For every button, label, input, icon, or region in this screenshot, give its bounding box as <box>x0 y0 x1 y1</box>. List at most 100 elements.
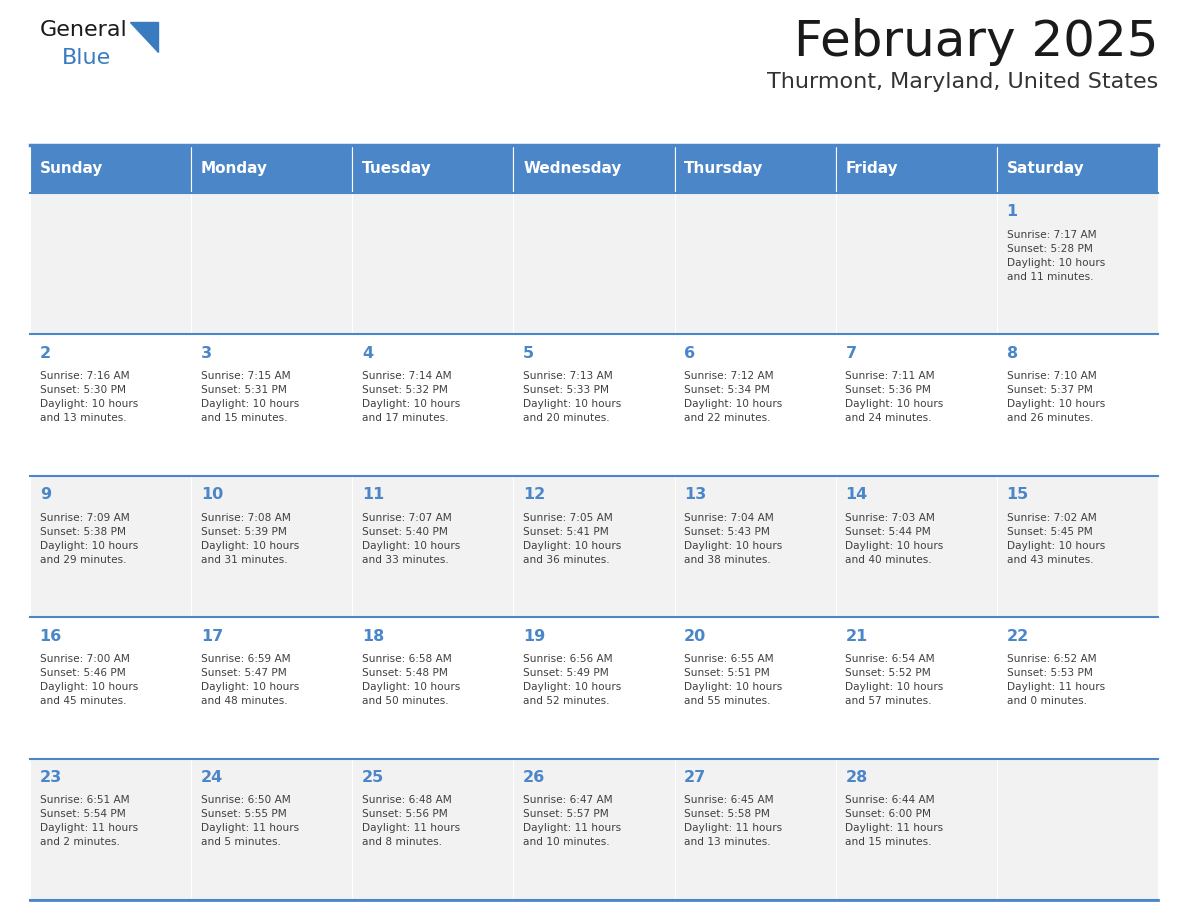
Text: Sunrise: 6:50 AM
Sunset: 5:55 PM
Daylight: 11 hours
and 5 minutes.: Sunrise: 6:50 AM Sunset: 5:55 PM Dayligh… <box>201 795 299 847</box>
Bar <box>675 145 835 193</box>
Bar <box>675 193 835 334</box>
Text: 28: 28 <box>846 770 867 785</box>
Text: 4: 4 <box>362 346 373 361</box>
Text: Sunrise: 6:54 AM
Sunset: 5:52 PM
Daylight: 10 hours
and 57 minutes.: Sunrise: 6:54 AM Sunset: 5:52 PM Dayligh… <box>846 654 943 706</box>
Text: Monday: Monday <box>201 162 267 176</box>
Text: Sunrise: 6:45 AM
Sunset: 5:58 PM
Daylight: 11 hours
and 13 minutes.: Sunrise: 6:45 AM Sunset: 5:58 PM Dayligh… <box>684 795 783 847</box>
Text: 8: 8 <box>1006 346 1018 361</box>
Text: 11: 11 <box>362 487 384 502</box>
Bar <box>675 334 835 476</box>
Text: Sunrise: 7:11 AM
Sunset: 5:36 PM
Daylight: 10 hours
and 24 minutes.: Sunrise: 7:11 AM Sunset: 5:36 PM Dayligh… <box>846 371 943 423</box>
Text: Sunrise: 7:14 AM
Sunset: 5:32 PM
Daylight: 10 hours
and 17 minutes.: Sunrise: 7:14 AM Sunset: 5:32 PM Dayligh… <box>362 371 460 423</box>
Text: Thurmont, Maryland, United States: Thurmont, Maryland, United States <box>766 72 1158 92</box>
Text: Thursday: Thursday <box>684 162 764 176</box>
Bar <box>353 193 513 334</box>
Text: Wednesday: Wednesday <box>523 162 621 176</box>
Polygon shape <box>129 22 158 52</box>
Text: Sunrise: 7:10 AM
Sunset: 5:37 PM
Daylight: 10 hours
and 26 minutes.: Sunrise: 7:10 AM Sunset: 5:37 PM Dayligh… <box>1006 371 1105 423</box>
Text: 12: 12 <box>523 487 545 502</box>
Text: Sunrise: 6:51 AM
Sunset: 5:54 PM
Daylight: 11 hours
and 2 minutes.: Sunrise: 6:51 AM Sunset: 5:54 PM Dayligh… <box>39 795 138 847</box>
Text: 16: 16 <box>39 629 62 644</box>
Bar <box>353 145 513 193</box>
Bar <box>997 476 1158 617</box>
Text: Sunrise: 6:59 AM
Sunset: 5:47 PM
Daylight: 10 hours
and 48 minutes.: Sunrise: 6:59 AM Sunset: 5:47 PM Dayligh… <box>201 654 299 706</box>
Bar <box>513 758 675 900</box>
Bar <box>30 617 191 758</box>
Text: 7: 7 <box>846 346 857 361</box>
Text: 19: 19 <box>523 629 545 644</box>
Text: Sunrise: 7:05 AM
Sunset: 5:41 PM
Daylight: 10 hours
and 36 minutes.: Sunrise: 7:05 AM Sunset: 5:41 PM Dayligh… <box>523 512 621 565</box>
Text: 13: 13 <box>684 487 707 502</box>
Bar <box>513 617 675 758</box>
Text: 20: 20 <box>684 629 707 644</box>
Bar <box>191 334 353 476</box>
Text: 25: 25 <box>362 770 384 785</box>
Text: Sunrise: 7:04 AM
Sunset: 5:43 PM
Daylight: 10 hours
and 38 minutes.: Sunrise: 7:04 AM Sunset: 5:43 PM Dayligh… <box>684 512 783 565</box>
Bar <box>353 476 513 617</box>
Bar <box>997 193 1158 334</box>
Bar <box>191 145 353 193</box>
Text: 22: 22 <box>1006 629 1029 644</box>
Text: Sunrise: 7:12 AM
Sunset: 5:34 PM
Daylight: 10 hours
and 22 minutes.: Sunrise: 7:12 AM Sunset: 5:34 PM Dayligh… <box>684 371 783 423</box>
Text: Blue: Blue <box>62 48 112 68</box>
Text: 17: 17 <box>201 629 223 644</box>
Text: 2: 2 <box>39 346 51 361</box>
Bar <box>835 334 997 476</box>
Text: Sunrise: 7:16 AM
Sunset: 5:30 PM
Daylight: 10 hours
and 13 minutes.: Sunrise: 7:16 AM Sunset: 5:30 PM Dayligh… <box>39 371 138 423</box>
Text: 9: 9 <box>39 487 51 502</box>
Bar <box>675 758 835 900</box>
Text: Sunrise: 6:56 AM
Sunset: 5:49 PM
Daylight: 10 hours
and 52 minutes.: Sunrise: 6:56 AM Sunset: 5:49 PM Dayligh… <box>523 654 621 706</box>
Bar <box>835 758 997 900</box>
Bar <box>191 476 353 617</box>
Bar <box>353 334 513 476</box>
Bar <box>513 334 675 476</box>
Bar <box>191 617 353 758</box>
Text: 15: 15 <box>1006 487 1029 502</box>
Text: 5: 5 <box>523 346 535 361</box>
Bar <box>675 476 835 617</box>
Text: Friday: Friday <box>846 162 898 176</box>
Text: General: General <box>40 20 128 40</box>
Bar <box>835 193 997 334</box>
Text: Sunrise: 6:44 AM
Sunset: 6:00 PM
Daylight: 11 hours
and 15 minutes.: Sunrise: 6:44 AM Sunset: 6:00 PM Dayligh… <box>846 795 943 847</box>
Bar <box>835 476 997 617</box>
Bar <box>30 476 191 617</box>
Text: Tuesday: Tuesday <box>362 162 431 176</box>
Bar <box>835 617 997 758</box>
Bar <box>30 193 191 334</box>
Bar <box>191 193 353 334</box>
Text: Sunday: Sunday <box>39 162 103 176</box>
Text: 1: 1 <box>1006 205 1018 219</box>
Text: Sunrise: 7:00 AM
Sunset: 5:46 PM
Daylight: 10 hours
and 45 minutes.: Sunrise: 7:00 AM Sunset: 5:46 PM Dayligh… <box>39 654 138 706</box>
Bar <box>191 758 353 900</box>
Text: Sunrise: 6:58 AM
Sunset: 5:48 PM
Daylight: 10 hours
and 50 minutes.: Sunrise: 6:58 AM Sunset: 5:48 PM Dayligh… <box>362 654 460 706</box>
Bar <box>997 334 1158 476</box>
Text: Sunrise: 6:47 AM
Sunset: 5:57 PM
Daylight: 11 hours
and 10 minutes.: Sunrise: 6:47 AM Sunset: 5:57 PM Dayligh… <box>523 795 621 847</box>
Text: Sunrise: 7:15 AM
Sunset: 5:31 PM
Daylight: 10 hours
and 15 minutes.: Sunrise: 7:15 AM Sunset: 5:31 PM Dayligh… <box>201 371 299 423</box>
Text: 26: 26 <box>523 770 545 785</box>
Text: 21: 21 <box>846 629 867 644</box>
Text: Sunrise: 6:48 AM
Sunset: 5:56 PM
Daylight: 11 hours
and 8 minutes.: Sunrise: 6:48 AM Sunset: 5:56 PM Dayligh… <box>362 795 460 847</box>
Bar <box>30 145 191 193</box>
Text: Sunrise: 7:07 AM
Sunset: 5:40 PM
Daylight: 10 hours
and 33 minutes.: Sunrise: 7:07 AM Sunset: 5:40 PM Dayligh… <box>362 512 460 565</box>
Text: Sunrise: 7:08 AM
Sunset: 5:39 PM
Daylight: 10 hours
and 31 minutes.: Sunrise: 7:08 AM Sunset: 5:39 PM Dayligh… <box>201 512 299 565</box>
Text: 27: 27 <box>684 770 707 785</box>
Bar <box>513 193 675 334</box>
Text: Sunrise: 7:02 AM
Sunset: 5:45 PM
Daylight: 10 hours
and 43 minutes.: Sunrise: 7:02 AM Sunset: 5:45 PM Dayligh… <box>1006 512 1105 565</box>
Bar <box>997 758 1158 900</box>
Text: Sunrise: 7:09 AM
Sunset: 5:38 PM
Daylight: 10 hours
and 29 minutes.: Sunrise: 7:09 AM Sunset: 5:38 PM Dayligh… <box>39 512 138 565</box>
Bar <box>835 145 997 193</box>
Text: 23: 23 <box>39 770 62 785</box>
Bar <box>513 476 675 617</box>
Text: Sunrise: 7:03 AM
Sunset: 5:44 PM
Daylight: 10 hours
and 40 minutes.: Sunrise: 7:03 AM Sunset: 5:44 PM Dayligh… <box>846 512 943 565</box>
Bar <box>353 758 513 900</box>
Bar <box>513 145 675 193</box>
Text: Sunrise: 6:55 AM
Sunset: 5:51 PM
Daylight: 10 hours
and 55 minutes.: Sunrise: 6:55 AM Sunset: 5:51 PM Dayligh… <box>684 654 783 706</box>
Text: 3: 3 <box>201 346 211 361</box>
Bar <box>997 145 1158 193</box>
Text: Sunrise: 6:52 AM
Sunset: 5:53 PM
Daylight: 11 hours
and 0 minutes.: Sunrise: 6:52 AM Sunset: 5:53 PM Dayligh… <box>1006 654 1105 706</box>
Text: Sunrise: 7:13 AM
Sunset: 5:33 PM
Daylight: 10 hours
and 20 minutes.: Sunrise: 7:13 AM Sunset: 5:33 PM Dayligh… <box>523 371 621 423</box>
Text: February 2025: February 2025 <box>794 18 1158 66</box>
Bar <box>353 617 513 758</box>
Text: 10: 10 <box>201 487 223 502</box>
